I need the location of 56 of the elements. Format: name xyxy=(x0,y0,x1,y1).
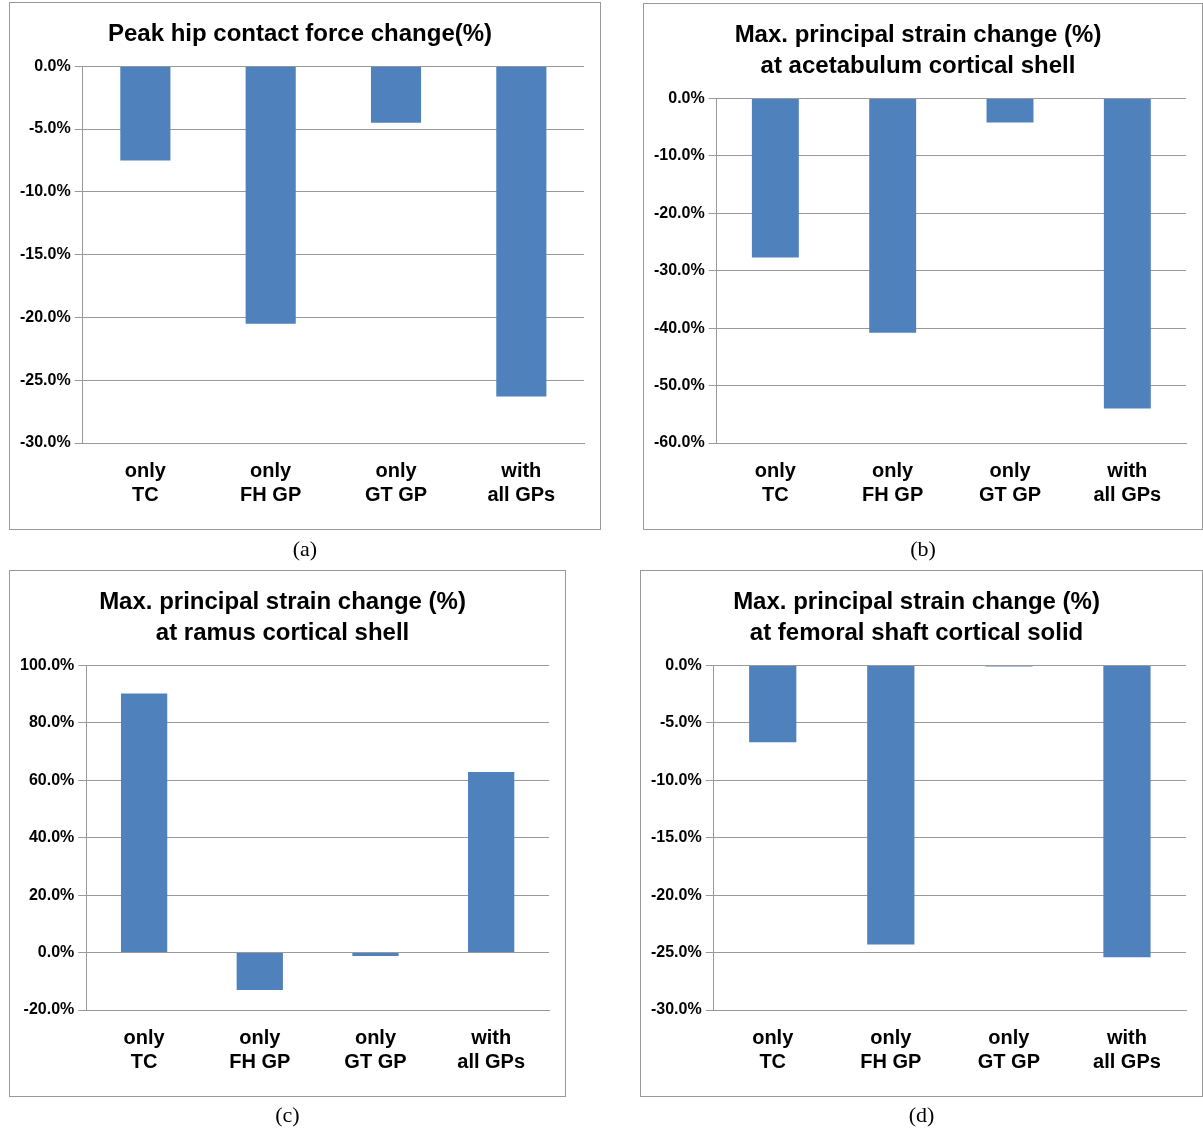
chart-title: Max. principal strain change (%) at ramus cortical shell xyxy=(99,587,466,646)
x-tick-label: only FH GP xyxy=(860,1025,922,1072)
x-tick-label: with all GPs xyxy=(1093,1025,1161,1072)
y-tick-label: -30.0% xyxy=(653,261,705,279)
y-tick-label: 0.0% xyxy=(37,942,75,960)
y-tick-label: -30.0% xyxy=(650,1000,702,1018)
y-tick-label: 20.0% xyxy=(28,885,75,903)
y-tick-label: -40.0% xyxy=(653,318,705,336)
y-tick-label: -50.0% xyxy=(653,375,705,393)
y-tick-label: -5.0% xyxy=(659,713,702,731)
y-tick-label: -5.0% xyxy=(28,119,71,137)
x-tick-label: only GT GP xyxy=(344,1025,407,1072)
bar xyxy=(352,953,399,957)
y-tick-label: 40.0% xyxy=(28,828,75,846)
x-tick-label: only GT GP xyxy=(977,1025,1040,1072)
x-tick-label: only GT GP xyxy=(978,458,1042,505)
y-tick-label: -30.0% xyxy=(19,433,71,451)
x-tick-label: only TC xyxy=(754,458,797,505)
y-tick-label: -25.0% xyxy=(650,942,702,960)
chart-title: Max. principal strain change (%) at acetabulum cortical shell xyxy=(734,20,1102,79)
x-tick-label: with all GPs xyxy=(457,1025,526,1072)
text: (c) xyxy=(274,1102,301,1128)
chart-title: Max. principal strain change (%) at femoral shaft cortical solid xyxy=(733,587,1100,646)
y-tick-label: -20.0% xyxy=(23,1000,75,1018)
x-tick-label: with all GPs xyxy=(487,458,556,505)
chart-title: Peak hip contact force change(%) xyxy=(107,19,493,47)
y-tick-label: -15.0% xyxy=(19,245,71,263)
y-tick-label: 0.0% xyxy=(34,56,71,74)
y-tick-label: 80.0% xyxy=(28,713,75,731)
y-tick-label: -25.0% xyxy=(19,370,71,388)
y-tick-label: -10.0% xyxy=(653,146,705,164)
y-tick-label: 0.0% xyxy=(665,655,702,673)
y-tick-label: 60.0% xyxy=(28,770,75,788)
text: (a) xyxy=(291,536,319,562)
y-tick-label: 0.0% xyxy=(668,88,705,106)
x-tick-label: only TC xyxy=(123,1025,166,1072)
x-tick-label: only FH GP xyxy=(229,1025,291,1072)
y-tick-label: 100.0% xyxy=(20,655,75,673)
x-tick-label: only FH GP xyxy=(240,458,302,505)
y-tick-label: -20.0% xyxy=(19,307,71,325)
bar xyxy=(468,771,515,953)
y-tick-label: -10.0% xyxy=(19,182,71,200)
x-tick-label: only FH GP xyxy=(862,458,924,505)
y-tick-label: -60.0% xyxy=(653,433,705,451)
bar xyxy=(236,953,283,990)
x-tick-label: only GT GP xyxy=(364,458,428,505)
y-tick-label: -20.0% xyxy=(653,203,705,221)
text: (d) xyxy=(907,1102,936,1128)
y-tick-label: -15.0% xyxy=(650,828,702,846)
y-tick-label: -10.0% xyxy=(650,770,702,788)
x-tick-label: only TC xyxy=(124,458,167,505)
text: (b) xyxy=(909,536,937,562)
bar xyxy=(120,693,168,953)
x-tick-label: with all GPs xyxy=(1093,458,1162,505)
y-tick-label: -20.0% xyxy=(650,885,702,903)
x-tick-label: only TC xyxy=(752,1025,795,1072)
